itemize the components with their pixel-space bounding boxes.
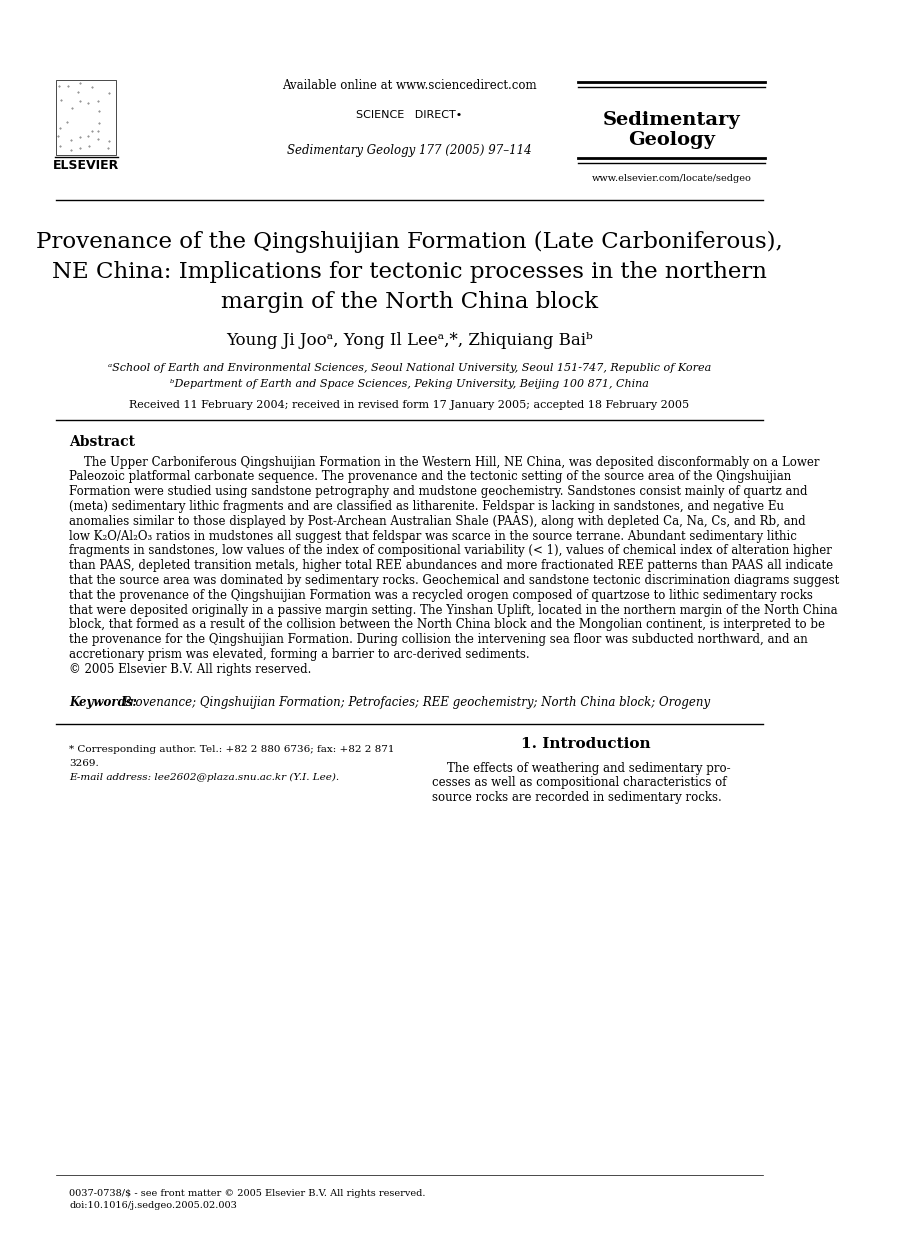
Text: block, that formed as a result of the collision between the North China block an: block, that formed as a result of the co… [69, 618, 825, 631]
Text: that were deposited originally in a passive margin setting. The Yinshan Uplift, : that were deposited originally in a pass… [69, 603, 838, 617]
Text: * Corresponding author. Tel.: +82 2 880 6736; fax: +82 2 871: * Corresponding author. Tel.: +82 2 880 … [69, 744, 395, 754]
Text: Provenance of the Qingshuijian Formation (Late Carboniferous),: Provenance of the Qingshuijian Formation… [36, 232, 783, 253]
Text: Keywords:: Keywords: [69, 696, 141, 708]
Text: fragments in sandstones, low values of the index of compositional variability (<: fragments in sandstones, low values of t… [69, 545, 832, 557]
Text: doi:10.1016/j.sedgeo.2005.02.003: doi:10.1016/j.sedgeo.2005.02.003 [69, 1202, 237, 1211]
Text: Geology: Geology [628, 131, 715, 149]
Text: that the source area was dominated by sedimentary rocks. Geochemical and sandsto: that the source area was dominated by se… [69, 574, 840, 587]
Text: 1. Introduction: 1. Introduction [522, 737, 651, 751]
Text: margin of the North China block: margin of the North China block [220, 291, 598, 313]
Text: than PAAS, depleted transition metals, higher total REE abundances and more frac: than PAAS, depleted transition metals, h… [69, 560, 834, 572]
Text: ᵃSchool of Earth and Environmental Sciences, Seoul National University, Seoul 15: ᵃSchool of Earth and Environmental Scien… [108, 363, 711, 373]
Text: E-mail address: lee2602@plaza.snu.ac.kr (Y.I. Lee).: E-mail address: lee2602@plaza.snu.ac.kr … [69, 773, 339, 781]
Text: low K₂O/Al₂O₃ ratios in mudstones all suggest that feldspar was scarce in the so: low K₂O/Al₂O₃ ratios in mudstones all su… [69, 530, 797, 542]
Text: (meta) sedimentary lithic fragments and are classified as litharenite. Feldspar : (meta) sedimentary lithic fragments and … [69, 500, 785, 513]
Text: Sedimentary: Sedimentary [602, 111, 740, 129]
Text: www.elsevier.com/locate/sedgeo: www.elsevier.com/locate/sedgeo [591, 173, 751, 182]
Text: the provenance for the Qingshuijian Formation. During collision the intervening : the provenance for the Qingshuijian Form… [69, 633, 808, 646]
Text: source rocks are recorded in sedimentary rocks.: source rocks are recorded in sedimentary… [433, 791, 722, 803]
Text: Young Ji Jooᵃ, Yong Il Leeᵃ,*, Zhiquiang Baiᵇ: Young Ji Jooᵃ, Yong Il Leeᵃ,*, Zhiquiang… [226, 332, 592, 349]
Text: Provenance; Qingshuijian Formation; Petrofacies; REE geochemistry; North China b: Provenance; Qingshuijian Formation; Petr… [122, 696, 710, 708]
Text: The effects of weathering and sedimentary pro-: The effects of weathering and sedimentar… [433, 761, 731, 775]
Text: SCIENCE   DIRECT•: SCIENCE DIRECT• [356, 110, 463, 120]
Text: Available online at www.sciencedirect.com: Available online at www.sciencedirect.co… [282, 78, 537, 92]
Text: Sedimentary Geology 177 (2005) 97–114: Sedimentary Geology 177 (2005) 97–114 [287, 144, 532, 156]
Text: NE China: Implications for tectonic processes in the northern: NE China: Implications for tectonic proc… [52, 261, 766, 284]
Text: © 2005 Elsevier B.V. All rights reserved.: © 2005 Elsevier B.V. All rights reserved… [69, 662, 312, 676]
Text: Received 11 February 2004; received in revised form 17 January 2005; accepted 18: Received 11 February 2004; received in r… [129, 400, 689, 410]
Text: Formation were studied using sandstone petrography and mudstone geochemistry. Sa: Formation were studied using sandstone p… [69, 485, 808, 498]
Text: that the provenance of the Qingshuijian Formation was a recycled orogen composed: that the provenance of the Qingshuijian … [69, 589, 814, 602]
Text: cesses as well as compositional characteristics of: cesses as well as compositional characte… [433, 776, 727, 789]
Text: anomalies similar to those displayed by Post-Archean Australian Shale (PAAS), al: anomalies similar to those displayed by … [69, 515, 806, 527]
Text: Paleozoic platformal carbonate sequence. The provenance and the tectonic setting: Paleozoic platformal carbonate sequence.… [69, 470, 792, 483]
Text: ᵇDepartment of Earth and Space Sciences, Peking University, Beijing 100 871, Chi: ᵇDepartment of Earth and Space Sciences,… [170, 379, 649, 389]
Text: Abstract: Abstract [69, 435, 135, 449]
Text: ELSEVIER: ELSEVIER [54, 158, 120, 172]
Text: accretionary prism was elevated, forming a barrier to arc-derived sediments.: accretionary prism was elevated, forming… [69, 647, 530, 661]
Text: 0037-0738/$ - see front matter © 2005 Elsevier B.V. All rights reserved.: 0037-0738/$ - see front matter © 2005 El… [69, 1188, 425, 1197]
Text: 3269.: 3269. [69, 759, 99, 768]
Text: The Upper Carboniferous Qingshuijian Formation in the Western Hill, NE China, wa: The Upper Carboniferous Qingshuijian For… [69, 456, 820, 468]
